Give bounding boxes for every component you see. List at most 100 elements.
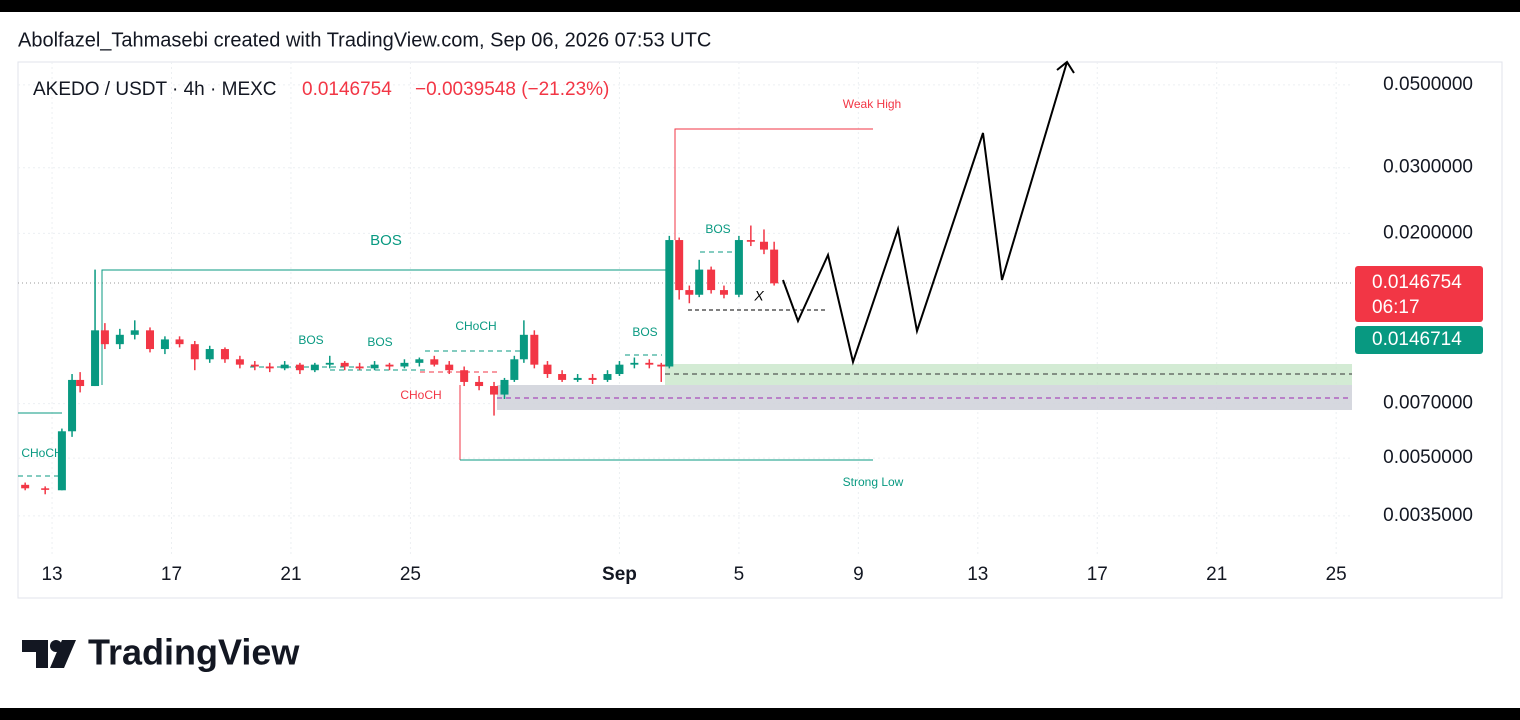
candle-body <box>385 364 394 367</box>
candle-body <box>57 431 66 491</box>
candle-body <box>615 364 624 375</box>
candle-body <box>370 364 379 369</box>
candle-body <box>145 330 154 350</box>
projection-path <box>782 61 1068 366</box>
candle-body <box>543 364 552 375</box>
weak-high-line <box>674 128 873 240</box>
price-box-label: 0.0146754 <box>1372 272 1462 293</box>
candle-body <box>340 362 349 367</box>
candle-body <box>657 364 666 367</box>
y-tick-label: 0.0200000 <box>1383 222 1473 243</box>
candle-body <box>91 330 100 387</box>
x-tick-label: 25 <box>1326 564 1347 585</box>
candle-body <box>265 366 274 369</box>
bos-line <box>101 269 668 385</box>
annotation: BOS <box>370 232 402 249</box>
second-price-box <box>1355 326 1483 354</box>
credit: Abolfazel_Tahmasebi created with Trading… <box>18 29 711 51</box>
candle-body <box>160 339 169 350</box>
x-tick-label: 21 <box>280 564 301 585</box>
annotation: BOS <box>367 335 392 349</box>
candle-body <box>645 362 654 365</box>
candle-body <box>558 374 567 380</box>
annotation: Strong Low <box>843 475 904 489</box>
x-tick-label: 21 <box>1206 564 1227 585</box>
y-tick-label: 0.0035000 <box>1383 505 1473 526</box>
candle-body <box>510 359 519 380</box>
y-tick-label: 0.0500000 <box>1383 74 1473 95</box>
candle-body <box>573 377 582 380</box>
candle-body <box>310 364 319 371</box>
change: −0.0039548 (−21.23%) <box>415 79 609 100</box>
price-box <box>1355 266 1483 322</box>
logo-text: TradingView <box>88 632 300 673</box>
y-tick-label: 0.0070000 <box>1383 393 1473 414</box>
candle-body <box>746 240 755 242</box>
annotation: X <box>753 288 764 304</box>
last-price: 0.0146754 <box>302 79 392 100</box>
countdown: 06:17 <box>1372 297 1420 318</box>
candle-body <box>41 488 50 490</box>
candle-body <box>719 290 728 295</box>
x-tick-label: 13 <box>41 564 62 585</box>
annotation: CHoCH <box>455 319 496 333</box>
x-tick-label: 25 <box>400 564 421 585</box>
candle-body <box>205 349 214 360</box>
candle-body <box>445 364 454 371</box>
annotation: CHoCH <box>400 388 441 402</box>
grid <box>18 62 1352 555</box>
candle-body <box>68 379 77 432</box>
candle-body <box>500 379 509 395</box>
x-tick-label: 17 <box>161 564 182 585</box>
y-tick-label: 0.0050000 <box>1383 447 1473 468</box>
candle-body <box>355 366 364 369</box>
candle-body <box>325 362 334 365</box>
x-tick-label: 5 <box>734 564 745 585</box>
bottom-bar <box>0 708 1520 720</box>
candle-body <box>190 344 199 360</box>
x-tick-label: Sep <box>602 564 637 585</box>
candle-body <box>130 330 139 335</box>
candle-body <box>430 359 439 365</box>
annotation: BOS <box>705 222 730 236</box>
annotation: CHoCH <box>21 446 62 460</box>
candle-body <box>665 240 674 367</box>
x-tick-label: 13 <box>967 564 988 585</box>
annotation: BOS <box>632 325 657 339</box>
candle-body <box>250 364 259 367</box>
candle-body <box>675 240 684 291</box>
y-tick-label: 0.0300000 <box>1383 157 1473 178</box>
candle-body <box>734 240 743 295</box>
annotation: BOS <box>298 333 323 347</box>
chart-frame <box>17 61 1503 599</box>
candle-body <box>530 334 539 365</box>
candles <box>21 225 779 495</box>
candle-body <box>175 339 184 345</box>
candle-body <box>695 269 704 295</box>
candle-body <box>475 381 484 387</box>
candle-body <box>630 362 639 365</box>
candle-body <box>588 377 597 380</box>
candle-body <box>415 359 424 363</box>
projection-arrow <box>1056 60 1075 74</box>
candle-body <box>100 330 109 345</box>
logo-icon <box>22 640 76 668</box>
top-bar <box>0 0 1520 12</box>
candle-body <box>115 334 124 345</box>
x-tick-label: 9 <box>853 564 864 585</box>
x-tick-label: 17 <box>1087 564 1108 585</box>
candle-body <box>21 484 30 489</box>
candle-body <box>400 362 409 367</box>
candle-body <box>770 249 779 284</box>
candle-body <box>685 290 694 295</box>
candle-body <box>603 374 612 380</box>
symbol: AKEDO / USDT · 4h · MEXC <box>33 79 277 100</box>
candle-body <box>220 349 229 360</box>
candle-body <box>460 370 469 382</box>
candle-body <box>490 386 499 395</box>
candle-body <box>295 364 304 371</box>
candle-body <box>519 334 528 360</box>
candle-body <box>759 241 768 250</box>
